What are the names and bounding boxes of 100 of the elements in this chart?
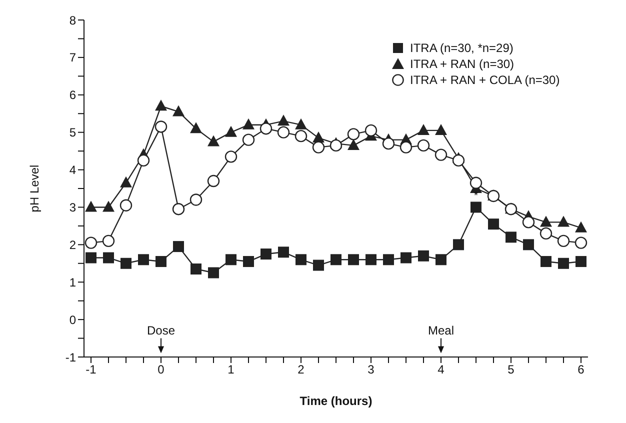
point [120, 199, 132, 212]
point [540, 227, 552, 240]
point [558, 216, 570, 227]
point [154, 120, 168, 133]
point [84, 236, 98, 249]
point [120, 176, 132, 188]
x-tick-label: 3 [368, 362, 375, 377]
annotation: * [474, 190, 479, 202]
point [208, 135, 220, 146]
point [435, 124, 447, 135]
point [86, 252, 96, 264]
x-tick-label: -1 [86, 362, 97, 377]
y-tick-label: 6 [69, 88, 76, 102]
point [312, 131, 324, 142]
point [260, 248, 272, 260]
x-tick-label: 2 [298, 362, 305, 377]
point [277, 126, 290, 138]
y-tick-label: 1 [69, 275, 76, 290]
annotation: Dose [146, 323, 176, 338]
y-tick-label: 0 [69, 312, 76, 327]
point [226, 254, 236, 266]
point [382, 137, 395, 150]
point [383, 254, 394, 266]
y-tick-label: 7 [69, 50, 76, 65]
point [190, 122, 202, 134]
point [102, 200, 114, 212]
point [348, 254, 359, 266]
y-tick-label: -1 [65, 350, 76, 364]
point [138, 254, 149, 266]
point [296, 254, 306, 266]
annotation: Meal [428, 323, 454, 338]
point [453, 239, 464, 250]
point [557, 234, 570, 248]
point [120, 258, 132, 269]
y-tick-label: 2 [69, 238, 76, 252]
x-tick-label: 6 [578, 362, 585, 377]
point [470, 176, 482, 189]
point [278, 114, 290, 126]
point [190, 264, 202, 275]
legend-label: ITRA (n=30, *n=29) [410, 40, 514, 56]
point [278, 246, 289, 258]
point [436, 254, 446, 266]
point [366, 254, 376, 266]
point [208, 267, 219, 278]
point [85, 200, 97, 212]
point [225, 126, 237, 137]
point [523, 239, 534, 250]
point [313, 260, 324, 271]
point [418, 124, 430, 135]
point [103, 252, 114, 264]
point [155, 100, 167, 111]
point [173, 241, 184, 252]
point [558, 258, 569, 269]
point [242, 134, 255, 146]
point [156, 256, 166, 268]
point [207, 174, 220, 188]
point [434, 148, 448, 161]
point [312, 141, 325, 154]
point [102, 234, 115, 248]
point [400, 141, 412, 154]
x-tick-label: 4 [438, 362, 445, 377]
point [330, 139, 342, 152]
y-tick-label: 8 [69, 13, 76, 28]
y-tick-label: 3 [69, 200, 76, 214]
point [364, 124, 378, 137]
point [190, 194, 202, 206]
point [452, 154, 465, 167]
point [347, 128, 360, 140]
point [260, 122, 272, 135]
legend-label: ITRA + RAN + COLA (n=30) [410, 72, 560, 88]
x-tick-label: 5 [508, 362, 515, 377]
point [137, 154, 150, 167]
point [172, 105, 184, 116]
point [224, 150, 238, 163]
point [243, 256, 254, 268]
point [242, 118, 254, 130]
x-tick-label: 0 [158, 362, 165, 377]
point [417, 139, 430, 152]
point [488, 218, 499, 230]
point [172, 202, 185, 216]
point [470, 202, 482, 213]
point [418, 250, 429, 262]
legend-label: ITRA + RAN (n=30) [410, 56, 514, 72]
point [294, 130, 308, 142]
point [540, 256, 552, 268]
point [330, 254, 342, 266]
point [506, 232, 516, 243]
y-tick-label: 4 [69, 163, 76, 178]
x-tick-label: 1 [228, 362, 235, 377]
point [574, 236, 588, 249]
point [348, 138, 360, 150]
point [400, 252, 412, 264]
point [295, 118, 307, 130]
point [576, 256, 586, 268]
x-axis-title: Time (hours) [300, 394, 372, 408]
y-tick-label: 5 [69, 126, 76, 140]
point [522, 216, 535, 228]
point [540, 216, 552, 227]
point [575, 221, 587, 232]
y-axis-title: pH Level [27, 164, 42, 212]
